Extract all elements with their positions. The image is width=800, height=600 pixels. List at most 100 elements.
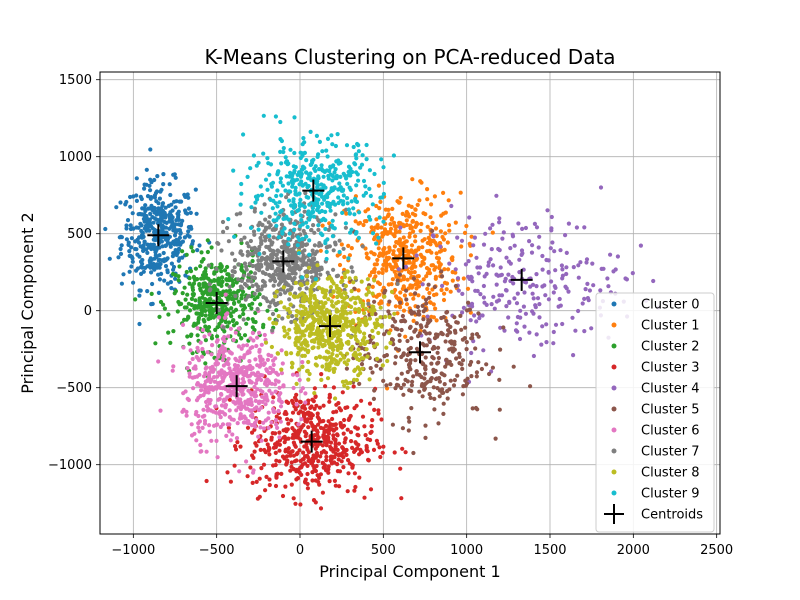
cluster-9-point <box>259 193 265 198</box>
cluster-9-point <box>353 162 358 167</box>
cluster-6-point <box>218 385 223 390</box>
cluster-8-point <box>296 339 301 344</box>
centroid-marker <box>409 341 431 364</box>
cluster-2-point <box>230 283 236 288</box>
cluster-8-point <box>340 311 345 317</box>
cluster-6-point <box>275 425 280 430</box>
cluster-4-point <box>489 302 494 307</box>
cluster-1-point <box>410 177 415 182</box>
cluster-8-point <box>353 307 358 312</box>
cluster-3-point <box>309 416 314 421</box>
cluster-9-point <box>337 249 342 255</box>
cluster-2-point <box>180 291 185 296</box>
cluster-6-point <box>248 408 253 413</box>
x-tick-label: 1500 <box>533 543 566 558</box>
cluster-9-point <box>315 179 320 184</box>
cluster-6-point <box>238 355 243 360</box>
cluster-9-point <box>361 193 366 198</box>
cluster-8-point <box>387 331 392 336</box>
y-tick-label: 1500 <box>59 73 92 88</box>
cluster-2-point <box>250 301 255 306</box>
cluster-7-point <box>280 316 285 321</box>
cluster-6-point <box>277 385 282 390</box>
cluster-1-point <box>427 237 433 243</box>
cluster-0-point <box>124 226 129 231</box>
cluster-3-point <box>282 440 287 445</box>
centroid-marker <box>300 430 323 453</box>
cluster-5-point <box>415 304 420 309</box>
cluster-9-point <box>344 143 350 148</box>
cluster-0-point <box>173 175 178 180</box>
cluster-0-point <box>148 147 153 152</box>
cluster-9-point <box>356 235 361 240</box>
cluster-0-point <box>174 199 179 204</box>
cluster-3-point <box>298 409 303 414</box>
cluster-5-point <box>442 382 447 387</box>
cluster-2-point <box>187 341 192 346</box>
cluster-7-point <box>215 240 220 246</box>
cluster-3-point <box>304 431 309 436</box>
cluster-6-point <box>242 353 247 358</box>
cluster-1-point <box>388 222 393 227</box>
cluster-3-point <box>315 432 320 437</box>
cluster-9-point <box>381 219 386 224</box>
cluster-6-point <box>198 442 203 448</box>
cluster-5-point <box>390 422 395 427</box>
cluster-9-point <box>313 164 318 169</box>
cluster-0-point <box>119 243 124 248</box>
cluster-9-point <box>283 160 288 165</box>
cluster-5-point <box>451 383 457 388</box>
cluster-7-point <box>243 297 248 302</box>
cluster-5-point <box>423 297 429 302</box>
cluster-3-point <box>377 445 382 450</box>
cluster-5-point <box>422 387 427 392</box>
cluster-5-point <box>433 368 438 373</box>
cluster-5-point <box>441 390 446 395</box>
cluster-6-point <box>233 366 238 371</box>
cluster-3-point <box>267 452 272 457</box>
cluster-5-point <box>445 389 450 394</box>
cluster-3-point <box>348 430 354 435</box>
cluster-4-point <box>440 283 445 288</box>
cluster-4-point <box>564 265 569 270</box>
cluster-7-point <box>284 195 289 200</box>
cluster-3-point <box>273 462 278 468</box>
cluster-1-point <box>428 242 433 247</box>
cluster-3-point <box>342 417 347 423</box>
cluster-7-point <box>234 212 239 217</box>
cluster-8-point <box>297 292 303 298</box>
cluster-1-point <box>434 255 440 260</box>
cluster-4-point <box>576 308 581 314</box>
cluster-2-point <box>224 277 229 282</box>
cluster-3-point <box>297 448 302 453</box>
cluster-5-point <box>449 362 454 367</box>
cluster-0-point <box>137 235 142 240</box>
cluster-1-point <box>434 318 439 323</box>
cluster-8-point <box>352 377 357 382</box>
cluster-8-point <box>345 351 350 356</box>
cluster-1-point <box>402 293 407 298</box>
cluster-8-point <box>321 311 326 316</box>
cluster-5-point <box>435 361 440 366</box>
cluster-1-point <box>420 245 425 250</box>
cluster-9-point <box>293 185 298 190</box>
cluster-5-point <box>432 396 437 401</box>
cluster-8-point <box>366 285 371 290</box>
cluster-4-point <box>585 281 590 286</box>
cluster-1-point <box>381 262 386 267</box>
cluster-1-point <box>364 251 369 256</box>
cluster-1-point <box>369 250 374 255</box>
cluster-4-point <box>551 341 556 346</box>
cluster-7-point <box>281 271 286 276</box>
cluster-0-point <box>173 276 178 281</box>
cluster-3-point <box>303 480 308 485</box>
cluster-6-point <box>250 330 255 336</box>
cluster-5-point <box>493 436 498 441</box>
cluster-9-point <box>297 237 302 242</box>
cluster-8-point <box>379 324 384 329</box>
cluster-3-point <box>316 416 322 421</box>
cluster-2-point <box>183 297 188 302</box>
cluster-3-point <box>258 447 263 452</box>
cluster-9-point <box>248 166 253 171</box>
cluster-1-point <box>433 226 439 231</box>
